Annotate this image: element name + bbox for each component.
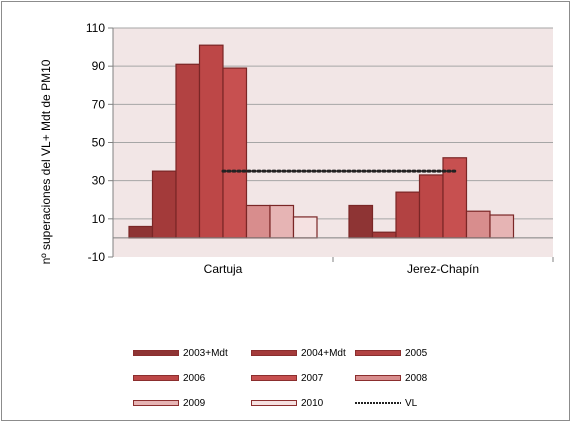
y-tick-label: 50: [92, 136, 106, 150]
legend-label: VL: [405, 397, 418, 409]
legend-label: 2004+Mdt: [301, 347, 346, 359]
bar-2007-Cartuja: [222, 67, 248, 239]
legend-item-VL: VL: [355, 396, 417, 410]
legend-label: 2003+Mdt: [183, 347, 228, 359]
bar-2009-Jerez-Chapín: [489, 214, 515, 239]
legend-swatch: [133, 375, 179, 381]
legend-swatch: [355, 402, 401, 404]
bar-2009-Cartuja: [269, 204, 295, 239]
y-tick-label: -10: [88, 250, 106, 264]
y-tick-label: 70: [92, 97, 106, 111]
legend-label: 2006: [183, 372, 206, 384]
legend-item-2007: 2007: [251, 371, 323, 385]
bar-2005-Cartuja: [175, 63, 201, 239]
bar-2010-Cartuja: [292, 216, 318, 239]
legend-label: 2010: [301, 397, 324, 409]
bar-2006-Jerez-Chapín: [418, 174, 444, 239]
legend-item-2008: 2008: [355, 371, 427, 385]
bar-2008-Cartuja: [245, 204, 271, 239]
legend-swatch: [251, 350, 297, 356]
legend-item-2005: 2005: [355, 346, 427, 360]
bar-2003+Mdt-Cartuja: [128, 225, 154, 239]
legend-item-2003+Mdt: 2003+Mdt: [133, 346, 228, 360]
legend-label: 2005: [405, 347, 428, 359]
y-tick-label: 90: [92, 59, 106, 73]
y-tick-label: 10: [92, 212, 106, 226]
legend-label: 2007: [301, 372, 324, 384]
legend-item-2009: 2009: [133, 396, 205, 410]
legend-swatch: [133, 350, 179, 356]
legend-label: 2008: [405, 372, 428, 384]
legend-swatch: [355, 350, 401, 356]
y-tick-label: 110: [86, 21, 105, 35]
bar-2008-Jerez-Chapín: [465, 210, 491, 239]
y-tick-label: 30: [92, 174, 106, 188]
legend-item-2004+Mdt: 2004+Mdt: [251, 346, 346, 360]
bar-2006-Cartuja: [198, 44, 224, 239]
legend-swatch: [355, 375, 401, 381]
legend-label: 2009: [183, 397, 206, 409]
legend-item-2010: 2010: [251, 396, 323, 410]
legend-swatch: [251, 375, 297, 381]
bar-2004+Mdt-Cartuja: [151, 170, 177, 239]
y-axis-label: nº superaciones del VL+ Mdt de PM10: [39, 59, 53, 264]
legend-swatch: [251, 400, 297, 406]
bar-2003+Mdt-Jerez-Chapín: [348, 204, 374, 239]
legend-swatch: [133, 400, 179, 406]
x-tick-label: Cartuja: [204, 262, 243, 276]
legend-item-2006: 2006: [133, 371, 205, 385]
bar-2004+Mdt-Jerez-Chapín: [371, 231, 397, 239]
legend: 2003+Mdt 2004+Mdt 2005 2006 2007 2008 2009 2010…: [133, 342, 463, 417]
bar-2005-Jerez-Chapín: [395, 191, 421, 239]
x-tick-label: Jerez-Chapín: [407, 262, 479, 276]
